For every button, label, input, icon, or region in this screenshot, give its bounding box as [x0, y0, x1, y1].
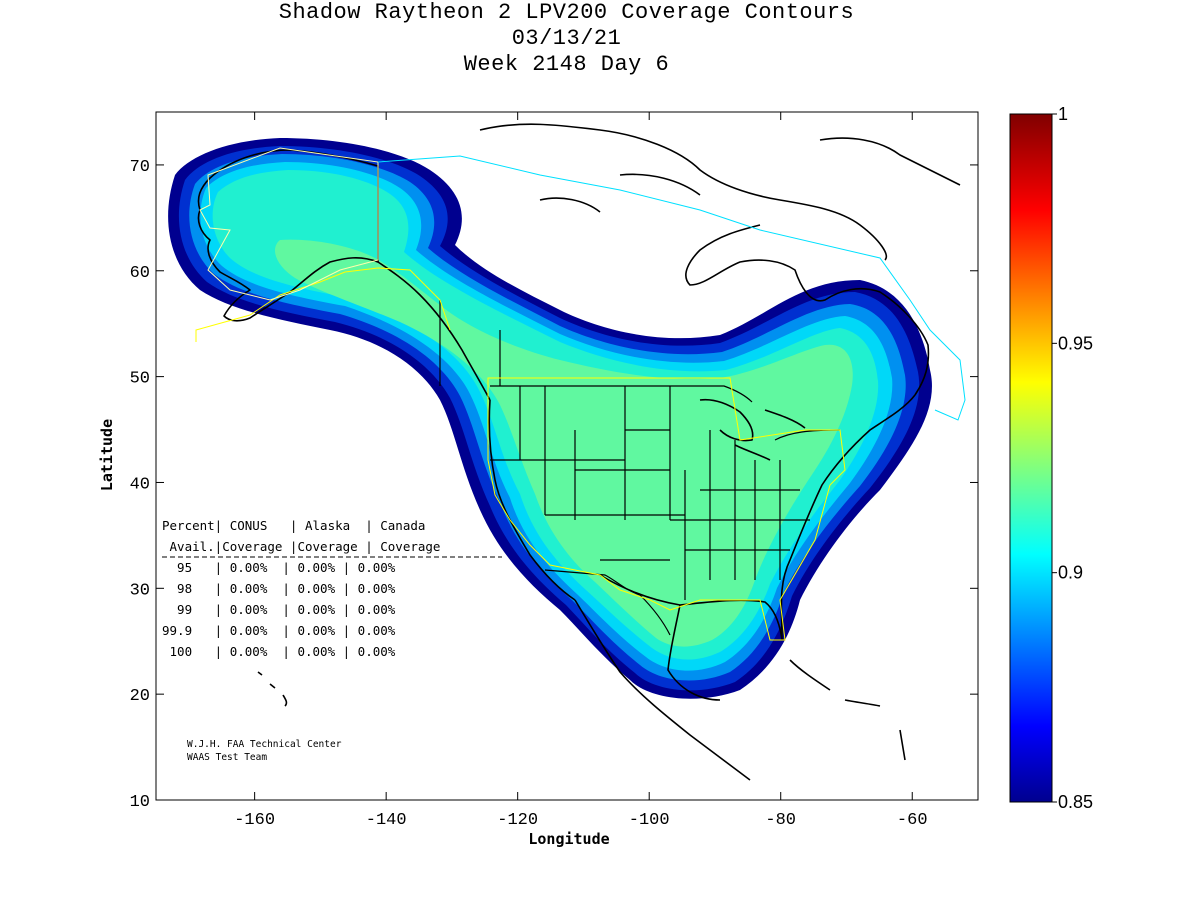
- alaska-inner-volume: [199, 147, 379, 301]
- y-tick-label: 60: [130, 264, 150, 283]
- arctic-islands: [479, 123, 961, 261]
- colorbar-tick-label: 0.9: [1058, 563, 1083, 583]
- hawaii-islands: [257, 671, 288, 707]
- y-tick-label: 40: [130, 475, 150, 494]
- y-tick-label: 70: [130, 158, 150, 177]
- x-tick-label: -80: [765, 811, 796, 830]
- mexico-coastline: [574, 599, 751, 781]
- us-state-lines: [490, 386, 810, 600]
- colorbar-ticks: 1 0.95 0.9 0.85: [1052, 104, 1093, 812]
- colorbar-tick-label: 1: [1058, 104, 1068, 124]
- caribbean-islands: [789, 659, 906, 761]
- x-tick-label: -140: [366, 811, 407, 830]
- x-axis-title: Longitude: [528, 830, 609, 848]
- credit-line-1: W.J.H. FAA Technical Center: [187, 739, 342, 750]
- stats-table: Percent| CONUS | Alaska | Canada Avail.|…: [162, 518, 502, 659]
- canada-east-coastline: [685, 224, 930, 396]
- great-lakes: [699, 398, 806, 461]
- canada-pacific-coastline: [377, 261, 491, 401]
- alaska-coastline: [197, 149, 379, 322]
- us-mexico-border: [544, 569, 671, 636]
- y-tick-label: 20: [130, 687, 150, 706]
- chart-title: Shadow Raytheon 2 LPV200 Coverage Contou…: [278, 0, 855, 25]
- service-volumes: [195, 147, 966, 641]
- axis-ticks: -160 -140 -120 -100 -80 -60 10 20 30 40 50 60 70: [130, 112, 978, 830]
- y-axis-title: Latitude: [98, 419, 116, 491]
- colorbar-tick-label: 0.85: [1058, 792, 1093, 812]
- credit-line-2: WAAS Test Team: [187, 752, 267, 763]
- canada-service-volume: [377, 155, 966, 421]
- y-tick-label: 30: [130, 581, 150, 600]
- y-tick-label: 50: [130, 370, 150, 389]
- us-east-coastline: [780, 394, 916, 641]
- chart-week-day: Week 2148 Day 6: [463, 52, 670, 77]
- plot-frame: [155, 111, 979, 801]
- coverage-band-core: [275, 239, 853, 647]
- stats-header-2: Avail.|Coverage |Coverage | Coverage: [162, 539, 440, 554]
- stats-row: 100 | 0.00% | 0.00% | 0.00%: [162, 644, 396, 659]
- x-tick-label: -60: [897, 811, 928, 830]
- stats-row: 98 | 0.00% | 0.00% | 0.00%: [162, 581, 396, 596]
- stats-row: 99.9 | 0.00% | 0.00% | 0.00%: [162, 623, 396, 638]
- colorbar-tick-label: 0.95: [1058, 333, 1093, 353]
- conus-service-volume: [487, 377, 846, 641]
- coastlines: [197, 123, 961, 781]
- x-tick-label: -100: [629, 811, 670, 830]
- alaska-service-volume: [195, 267, 451, 342]
- x-tick-label: -120: [497, 811, 538, 830]
- stats-header-1: Percent| CONUS | Alaska | Canada: [162, 518, 425, 533]
- stats-row: 95 | 0.00% | 0.00% | 0.00%: [162, 560, 396, 575]
- x-tick-label: -160: [234, 811, 275, 830]
- y-tick-label: 10: [130, 793, 150, 812]
- chart-date: 03/13/21: [511, 26, 622, 51]
- stats-row: 99 | 0.00% | 0.00% | 0.00%: [162, 602, 396, 617]
- colorbar: [1009, 113, 1053, 803]
